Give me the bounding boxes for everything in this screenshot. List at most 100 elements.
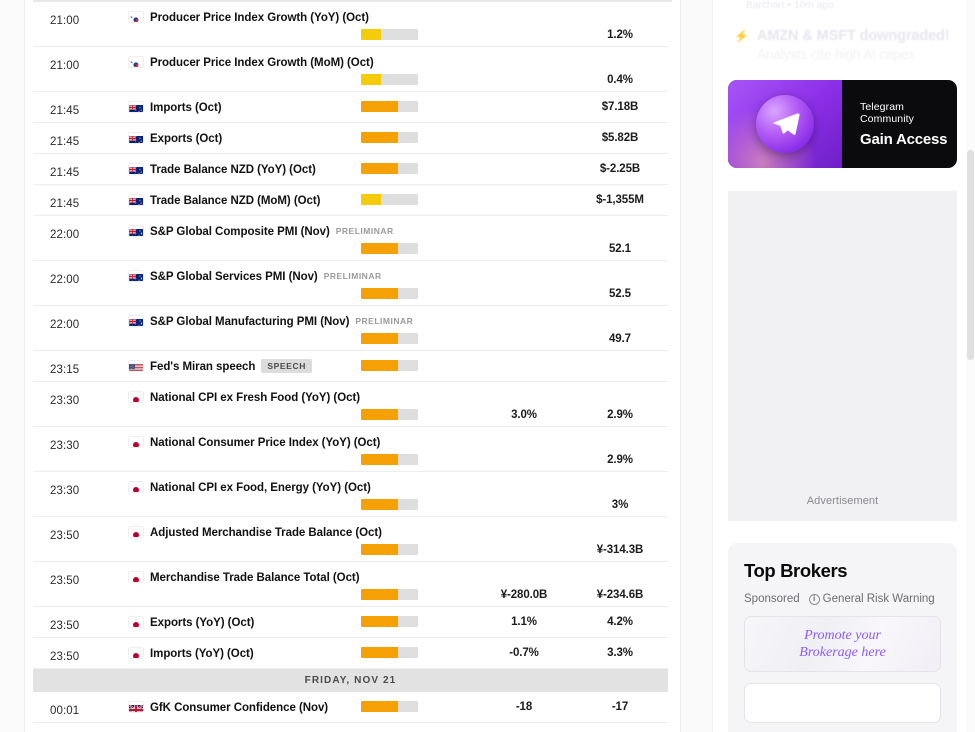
page-scrollbar-thumb[interactable]: [967, 150, 974, 360]
event-name-cell[interactable]: Imports (Oct): [129, 92, 361, 123]
event-name-cell[interactable]: Producer Price Index Growth (MoM) (Oct): [129, 47, 374, 92]
event-time-cell: 21:45: [33, 185, 129, 216]
broker-card-placeholder[interactable]: [744, 683, 941, 723]
telegram-community-banner[interactable]: Telegram Community Gain Access: [728, 80, 957, 168]
event-name-cell[interactable]: Trade Balance NZD (YoY) (Oct): [129, 154, 361, 185]
event-time-cell: 23:50: [33, 638, 129, 669]
event-name-cell[interactable]: Trade Balance NZD (MoM) (Oct): [129, 185, 361, 216]
table-row[interactable]: 00:01 GfK Consumer Confidence (Nov) -18 -1…: [33, 692, 668, 723]
event-time-cell: 23:30: [33, 472, 129, 517]
event-name-cell[interactable]: Jibun Bank Services PMI (Nov)PRELIMINAR: [129, 723, 361, 732]
event-name-cell[interactable]: Exports (Oct): [129, 123, 361, 154]
event-time: 23:30: [50, 485, 80, 497]
table-row[interactable]: 21:45 Trade Balance NZD (YoY) (Oct) $-2.2…: [33, 154, 668, 185]
left-gutter: [0, 0, 25, 732]
table-row[interactable]: 21:00 Producer Price Index Growth (MoM) …: [33, 47, 668, 92]
table-row[interactable]: 21:00 Producer Price Index Growth (YoY) …: [33, 2, 668, 47]
top-brokers-meta: Sponsored i General Risk Warning: [744, 593, 941, 605]
actual-cell: ¥-314.3B: [572, 517, 668, 562]
actual-value: 4.2%: [607, 616, 633, 628]
event-name-cell[interactable]: Producer Price Index Growth (YoY) (Oct): [129, 2, 369, 47]
event-name-cell[interactable]: National CPI ex Fresh Food (YoY) (Oct): [129, 382, 361, 427]
actual-value: 3.3%: [607, 647, 633, 659]
table-row[interactable]: 21:45 Trade Balance NZD (MoM) (Oct) $-1,3…: [33, 185, 668, 216]
actual-value: $7.18B: [601, 101, 639, 113]
table-row[interactable]: 23:30 National CPI ex Food, Energy (YoY) …: [33, 472, 668, 517]
table-row[interactable]: 23:50 Adjusted Merchandise Trade Balance …: [33, 517, 668, 562]
forecast-value: [476, 154, 572, 179]
event-name: S&P Global Composite PMI (Nov): [150, 226, 330, 238]
event-name: S&P Global Services PMI (Nov): [150, 271, 318, 283]
actual-value: 0.4%: [607, 74, 633, 86]
event-name-cell[interactable]: GfK Consumer Confidence (Nov): [129, 692, 361, 723]
event-time: 23:50: [50, 575, 80, 587]
event-qualifier-label: PRELIMINAR: [323, 271, 382, 281]
event-name-cell[interactable]: National CPI ex Food, Energy (YoY) (Oct): [129, 472, 371, 517]
table-row[interactable]: 22:00 S&P Global Composite PMI (Nov) PREL…: [33, 216, 668, 261]
actual-cell: $-2.25B: [572, 154, 668, 185]
actual-value: 53.1: [572, 723, 668, 732]
table-row[interactable]: 23:50 Merchandise Trade Balance Total (Oc…: [33, 562, 668, 607]
forecast-cell: [476, 154, 572, 185]
event-name-cell[interactable]: S&P Global Services PMI (Nov) PRELIMINAR: [129, 261, 381, 306]
actual-value: 49.7: [609, 333, 631, 345]
advertisement-slot[interactable]: Advertisement: [728, 191, 957, 521]
table-row[interactable]: 22:00 S&P Global Manufacturing PMI (Nov)…: [33, 306, 668, 351]
table-row[interactable]: 21:45 Exports (Oct) $5.82B: [33, 123, 668, 154]
actual-cell: 3%: [572, 472, 668, 517]
event-name: Trade Balance NZD (YoY) (Oct): [150, 164, 316, 176]
impact-meter: [361, 29, 418, 40]
table-row[interactable]: 23:15 Fed's Miran speech SPEECH: [33, 351, 668, 382]
forecast-cell: -0.7%: [476, 638, 572, 669]
forecast-value: 3.0%: [511, 409, 537, 421]
promote-line-1: Promote your: [804, 627, 881, 643]
event-name-cell[interactable]: S&P Global Composite PMI (Nov) PRELIMINAR: [129, 216, 393, 261]
event-name-cell[interactable]: Fed's Miran speech SPEECH: [129, 351, 361, 382]
actual-cell: $-1,355M: [572, 185, 668, 216]
advertisement-label: Advertisement: [806, 495, 879, 507]
promote-line-2: Brokerage here: [799, 645, 886, 660]
forecast-cell: [476, 92, 572, 123]
table-row[interactable]: 23:50 Exports (YoY) (Oct) 1.1% 4.2%: [33, 607, 668, 638]
risk-warning-link[interactable]: i General Risk Warning: [808, 593, 935, 605]
event-name: National Consumer Price Index (YoY) (Oct…: [150, 437, 381, 449]
event-time-cell: 21:45: [33, 92, 129, 123]
forecast-value: [476, 47, 572, 79]
actual-value: 3%: [611, 499, 629, 511]
page-scrollbar-track[interactable]: [966, 0, 975, 732]
table-row[interactable]: 23:30 National Consumer Price Index (YoY)…: [33, 427, 668, 472]
table-row[interactable]: 00:30Jibun Bank Services PMI (Nov)PRELIM…: [33, 723, 668, 732]
day-header-row: FRIDAY, NOV 21: [33, 668, 668, 692]
promote-brokerage-card[interactable]: Promote your Brokerage here: [744, 616, 941, 672]
table-row[interactable]: 22:00 S&P Global Services PMI (Nov) PRELI…: [33, 261, 668, 306]
forecast-value: [476, 185, 572, 210]
event-name-cell[interactable]: National Consumer Price Index (YoY) (Oct…: [129, 427, 380, 472]
impact-meter: [361, 74, 418, 85]
event-time-cell: 21:45: [33, 123, 129, 154]
event-name-cell[interactable]: Exports (YoY) (Oct): [129, 607, 361, 638]
event-name: Producer Price Index Growth (MoM) (Oct): [150, 57, 374, 69]
table-row[interactable]: 23:30 National CPI ex Fresh Food (YoY) (O…: [33, 382, 668, 427]
event-name-cell[interactable]: Adjusted Merchandise Trade Balance (Oct): [129, 517, 382, 562]
event-time-cell: 23:30: [33, 427, 129, 472]
event-name: Producer Price Index Growth (YoY) (Oct): [150, 12, 369, 24]
impact-meter: [361, 616, 418, 627]
table-row[interactable]: 23:50 Imports (YoY) (Oct) -0.7% 3.3%: [33, 638, 668, 669]
event-name-cell[interactable]: Imports (YoY) (Oct): [129, 638, 361, 669]
actual-cell: 4.2%: [572, 607, 668, 638]
column-divider: [680, 0, 713, 732]
table-row[interactable]: 21:45 Imports (Oct) $7.18B: [33, 92, 668, 123]
news-subline: Analysts cite high AI capex: [756, 47, 915, 62]
event-name: GfK Consumer Confidence (Nov): [150, 702, 329, 714]
telegram-icon: [756, 95, 814, 153]
actual-cell: [572, 351, 668, 382]
news-item[interactable]: ⚡ AMZN & MSFT downgraded! Analysts cite …: [734, 28, 951, 62]
forecast-value: [476, 306, 572, 338]
forecast-cell: [476, 306, 572, 351]
actual-value: 2.9%: [607, 409, 633, 421]
impact-cell: [361, 92, 476, 123]
event-name-cell[interactable]: Merchandise Trade Balance Total (Oct): [129, 562, 361, 607]
event-name-cell[interactable]: S&P Global Manufacturing PMI (Nov) PRELIM…: [129, 306, 413, 351]
impact-cell: [361, 692, 476, 723]
event-time: 21:45: [50, 105, 80, 117]
